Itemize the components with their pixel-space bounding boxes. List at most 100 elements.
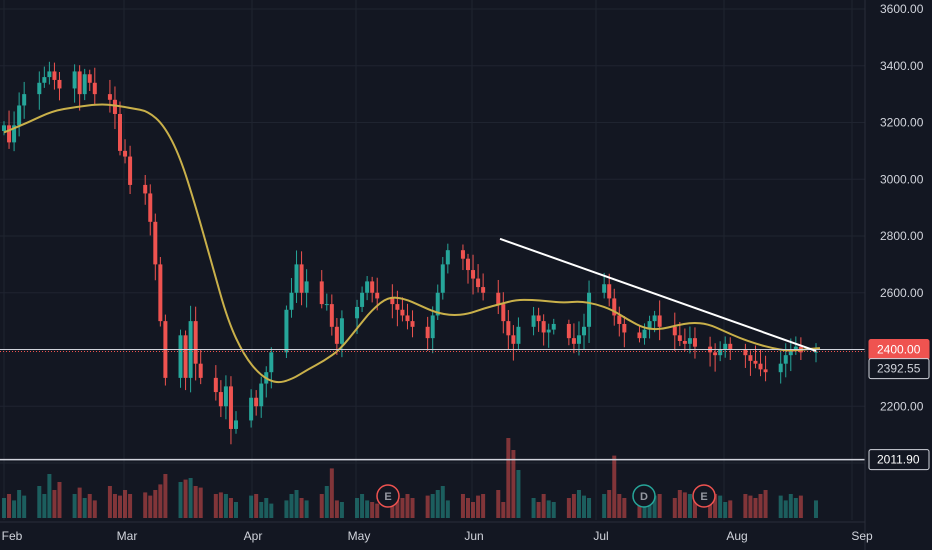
candle-body	[692, 338, 697, 347]
volume-bar	[571, 494, 576, 518]
volume-bar	[481, 494, 486, 518]
volume-bar	[329, 468, 334, 518]
x-tick-label: Sep	[851, 529, 873, 543]
candle-body	[319, 281, 324, 305]
volume-bar	[476, 495, 481, 518]
volume-bar	[788, 494, 793, 518]
candle-body	[551, 323, 556, 330]
candle-body	[17, 105, 22, 126]
event-marker-e[interactable]	[376, 484, 400, 508]
volume-bar	[365, 500, 370, 518]
candle-body	[536, 315, 541, 322]
volume-bar	[647, 500, 652, 518]
volume-bar	[516, 470, 521, 518]
candle-body	[7, 125, 12, 143]
candle-body	[546, 329, 551, 333]
price-badge	[868, 358, 930, 380]
volume-bar	[234, 502, 238, 518]
candle-body	[158, 264, 163, 322]
candle-body	[112, 99, 117, 114]
time-axis[interactable]: Feb Mar Apr May Jun Jul Aug Sep	[0, 521, 873, 543]
volume-bar	[460, 494, 465, 518]
candle-body	[682, 340, 687, 344]
candle-body	[148, 193, 153, 222]
volume-bar	[395, 500, 400, 518]
volume-bar	[708, 498, 713, 518]
volume-bar	[501, 502, 506, 518]
volume-bar	[687, 494, 692, 518]
y-tick-label: 2200.00	[880, 399, 924, 413]
candle-body	[501, 304, 506, 322]
candle-body	[763, 369, 768, 373]
candle-body	[37, 82, 42, 95]
volume-bar	[319, 494, 324, 518]
event-label: D	[640, 491, 648, 503]
candle-body	[425, 326, 430, 339]
volume-bar	[299, 498, 304, 518]
volume-bar	[551, 502, 556, 518]
volume-bar	[37, 486, 42, 518]
volume-bar	[445, 500, 450, 518]
descending-trendline[interactable]	[499, 237, 817, 352]
price-badge	[868, 449, 930, 471]
volume-bar	[47, 474, 52, 518]
candle-body	[153, 221, 158, 265]
volume-bar	[163, 474, 168, 518]
x-tick-label: May	[348, 529, 371, 543]
candle-body	[677, 335, 682, 341]
x-tick-label: Aug	[726, 529, 747, 543]
candle-body	[299, 264, 304, 293]
candle-body	[82, 74, 87, 95]
price-badges: 2400.00 2392.55 2011.90	[868, 339, 930, 471]
volume-bar	[622, 498, 627, 518]
volume-bar	[471, 502, 476, 518]
candle-body	[445, 250, 450, 265]
price-badge-label: 2392.55	[877, 362, 921, 376]
volume-bar	[748, 495, 753, 518]
volume-bar	[440, 486, 445, 518]
candle-body	[718, 349, 723, 356]
event-label: E	[700, 491, 707, 503]
candle-body	[410, 321, 415, 327]
grid-lines	[0, 0, 865, 520]
volume-bar	[355, 498, 360, 518]
candle-body	[435, 292, 440, 316]
candle-body	[541, 321, 546, 333]
candle-body	[92, 82, 97, 95]
candle-body	[788, 349, 793, 356]
candle-body	[198, 363, 203, 378]
volume-bar	[223, 494, 228, 518]
volume-bar	[758, 494, 763, 518]
volume-bar	[657, 494, 662, 518]
volume-bar	[324, 486, 329, 518]
volume-bar	[123, 490, 128, 518]
candle-body	[405, 315, 410, 322]
volume-bar	[466, 498, 470, 518]
horizontal-levels	[0, 349, 865, 461]
candle-body	[223, 386, 228, 407]
volume-bar	[42, 494, 47, 518]
volume-bar	[607, 490, 612, 518]
event-marker-e[interactable]	[692, 484, 716, 508]
y-tick-label: 3000.00	[880, 172, 924, 186]
volume-bar	[112, 494, 117, 518]
candle-body	[57, 79, 62, 89]
candle-body	[72, 71, 77, 89]
volume-bar	[677, 490, 682, 518]
candle-body	[814, 351, 818, 353]
volume-bar	[435, 490, 440, 518]
moving-average-line	[3, 103, 821, 384]
volume-bar	[612, 455, 617, 518]
event-marker-d[interactable]	[632, 484, 656, 508]
candle-body	[249, 397, 254, 421]
volume-bar	[72, 494, 77, 518]
candle-body	[2, 125, 6, 132]
candle-body	[506, 321, 511, 336]
volume-bar	[269, 503, 274, 518]
volume-bar	[193, 486, 198, 518]
candle-body	[178, 335, 183, 378]
volume-bar	[77, 487, 82, 518]
candle-body	[602, 284, 607, 293]
volume-bar	[400, 498, 405, 518]
